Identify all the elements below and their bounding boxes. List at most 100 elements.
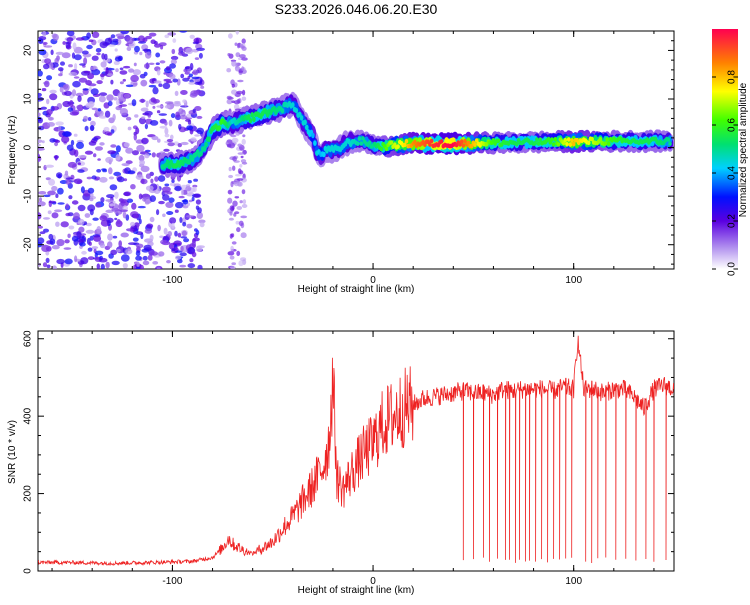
noise-speckle [112, 38, 119, 43]
noise-speckle [127, 126, 132, 131]
noise-speckle [196, 47, 205, 51]
noise-speckle [42, 262, 48, 268]
noise-speckle [85, 222, 92, 227]
noise-speckle [134, 45, 140, 53]
noise-speckle [88, 101, 95, 107]
y-tick-label: -10 [23, 188, 34, 203]
noise-speckle [173, 102, 182, 107]
noise-speckle [140, 178, 148, 185]
noise-speckle [74, 54, 82, 61]
noise-speckle [104, 131, 112, 136]
noise-speckle [182, 199, 189, 205]
noise-speckle [147, 254, 153, 261]
noise-speckle [72, 80, 81, 88]
spectrogram-xlabel: Height of straight line (km) [298, 284, 415, 295]
ridge-blob [165, 159, 170, 165]
noise-speckle [188, 81, 196, 85]
ridge-blob [546, 136, 551, 142]
noise-speckle [97, 158, 101, 161]
noise-speckle [116, 176, 125, 183]
noise-speckle [123, 192, 131, 196]
noise-speckle [38, 263, 41, 267]
noise-speckle [241, 96, 247, 101]
noise-speckle [138, 218, 142, 225]
noise-speckle [91, 68, 101, 76]
noise-speckle [96, 226, 102, 234]
noise-speckle [178, 123, 182, 130]
noise-speckle [76, 230, 82, 238]
noise-speckle [67, 233, 71, 238]
noise-speckle [73, 46, 83, 54]
ridge-blob [461, 143, 466, 148]
noise-speckle [238, 260, 244, 267]
noise-speckle [241, 204, 248, 208]
noise-speckle [49, 93, 58, 101]
noise-speckle [239, 43, 244, 48]
noise-speckle [158, 83, 163, 87]
ridge-blob [550, 137, 554, 142]
noise-speckle [236, 178, 244, 181]
noise-speckle [48, 233, 54, 240]
noise-speckle [91, 246, 99, 250]
ridge-blob [668, 141, 672, 146]
noise-speckle [239, 54, 246, 59]
ridge-blob [403, 142, 407, 148]
noise-speckle [102, 169, 107, 173]
noise-speckle [135, 243, 144, 249]
noise-speckle [189, 258, 194, 263]
noise-speckle [139, 159, 146, 166]
noise-speckle [45, 164, 54, 168]
noise-speckle [133, 213, 139, 219]
noise-speckle [189, 34, 195, 39]
noise-speckle [234, 42, 238, 46]
noise-speckle [52, 265, 57, 269]
noise-speckle [58, 67, 64, 72]
noise-speckle [67, 161, 77, 168]
noise-speckle [241, 189, 246, 195]
noise-speckle [172, 38, 177, 43]
ridge-blob [322, 151, 326, 158]
noise-speckle [130, 184, 136, 190]
noise-speckle [90, 88, 99, 95]
noise-speckle [227, 251, 235, 256]
noise-speckle [171, 222, 175, 229]
noise-speckle [108, 44, 116, 47]
noise-speckle [234, 196, 240, 199]
colorbar [712, 29, 738, 269]
noise-speckle [231, 241, 237, 245]
ridge-blob [248, 117, 253, 124]
noise-speckle [89, 197, 94, 202]
noise-speckle [193, 178, 199, 182]
noise-speckle [165, 80, 173, 84]
noise-speckle [39, 231, 46, 235]
noise-speckle [239, 164, 243, 168]
noise-speckle [86, 44, 93, 50]
noise-speckle [159, 235, 164, 239]
snr-marks [38, 335, 674, 566]
noise-speckle [54, 141, 59, 147]
ridge-blob [535, 137, 539, 142]
ridge-blob [598, 137, 603, 142]
noise-speckle [174, 185, 182, 192]
noise-speckle [131, 202, 137, 210]
x-tick-label: -100 [162, 576, 182, 587]
noise-speckle [91, 175, 97, 180]
ridge-blob [384, 146, 389, 152]
noise-speckle [68, 64, 73, 68]
noise-speckle [104, 53, 108, 61]
noise-speckle [179, 31, 188, 33]
colorbar-tick-label: 0.6 [727, 118, 738, 132]
noise-speckle [110, 144, 117, 148]
noise-speckle [167, 32, 177, 36]
noise-speckle [170, 113, 176, 119]
noise-speckle [170, 134, 174, 140]
noise-speckle [125, 248, 133, 255]
noise-speckle [77, 95, 82, 102]
noise-speckle [199, 221, 205, 228]
noise-speckle [49, 89, 57, 94]
colorbar-tick-label: 0.0 [727, 262, 738, 276]
noise-speckle [149, 216, 155, 223]
noise-speckle [181, 188, 184, 196]
noise-speckle [226, 143, 232, 148]
